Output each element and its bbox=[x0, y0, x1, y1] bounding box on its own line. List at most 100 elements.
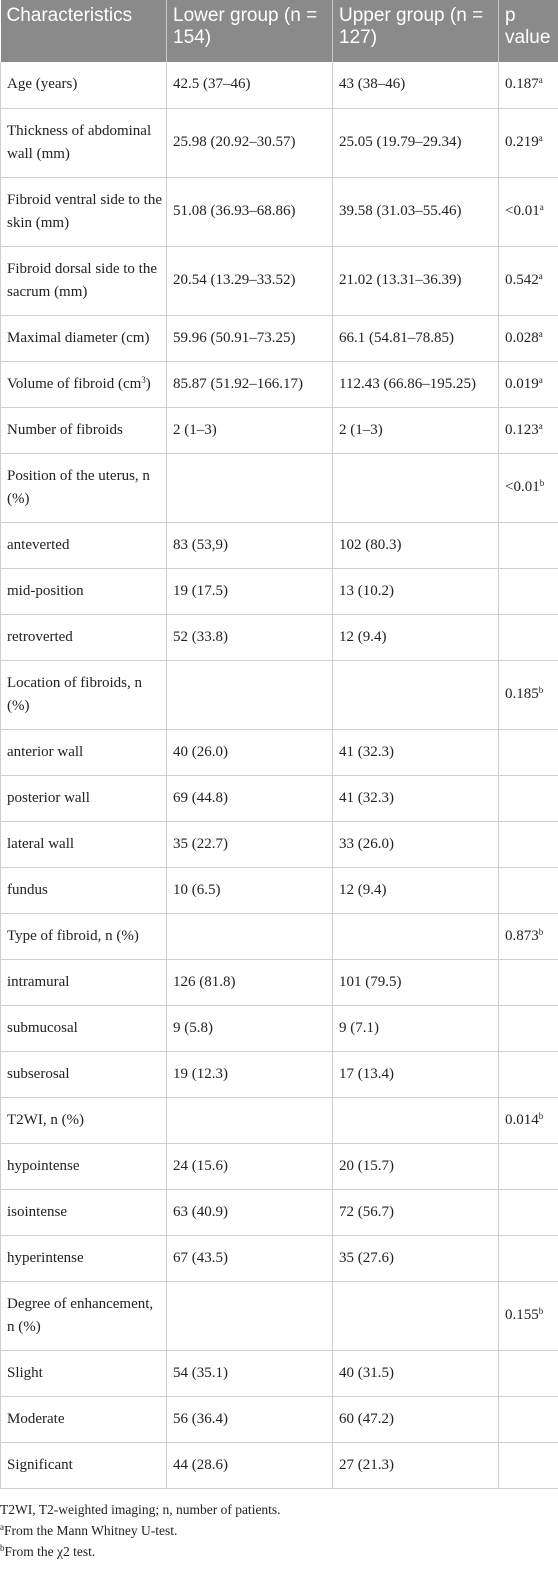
cell-lower-group: 56 (36.4) bbox=[166, 1396, 333, 1443]
table-row: Significant 44 (28.6) 27 (21.3) bbox=[0, 1442, 558, 1489]
cell-characteristic: intramural bbox=[0, 959, 167, 1006]
header-lower-group: Lower group (n = 154) bbox=[166, 0, 333, 62]
characteristic-label: T2WI, n (%) bbox=[7, 1111, 85, 1128]
cell-p-value bbox=[498, 1051, 558, 1098]
cell-characteristic: posterior wall bbox=[0, 775, 167, 822]
cell-characteristic: Degree of enhancement, n (%) bbox=[0, 1281, 167, 1351]
cell-characteristic: Thickness of abdominal wall (mm) bbox=[0, 108, 167, 178]
cell-p-value bbox=[498, 1442, 558, 1489]
table-row: hyperintense 67 (43.5) 35 (27.6) bbox=[0, 1235, 558, 1282]
table-row: Volume of fibroid (cm3) 85.87 (51.92–166.… bbox=[0, 361, 558, 408]
p-value-test-mark: a bbox=[538, 271, 543, 281]
cell-upper-group: 43 (38–46) bbox=[332, 62, 499, 109]
characteristic-label: Volume of fibroid (cm bbox=[7, 375, 142, 392]
header-p-value: p value bbox=[498, 0, 558, 62]
p-value-test-mark: b bbox=[539, 478, 545, 488]
p-value-text: <0.01 bbox=[505, 203, 540, 219]
table-row: anteverted 83 (53,9) 102 (80.3) bbox=[0, 522, 558, 569]
table-row: retroverted 52 (33.8) 12 (9.4) bbox=[0, 614, 558, 661]
cell-p-value: 0.028a bbox=[498, 315, 558, 362]
cell-upper-group: 2 (1–3) bbox=[332, 407, 499, 454]
table-row: posterior wall 69 (44.8) 41 (32.3) bbox=[0, 775, 558, 822]
cell-lower-group: 20.54 (13.29–33.52) bbox=[166, 246, 333, 316]
characteristic-label: Age (years) bbox=[7, 76, 78, 93]
characteristic-label: Significant bbox=[7, 1456, 73, 1473]
cell-upper-group: 33 (26.0) bbox=[332, 821, 499, 868]
characteristic-label: Degree of enhancement, n (%) bbox=[7, 1295, 154, 1335]
cell-characteristic: subserosal bbox=[0, 1051, 167, 1098]
cell-upper-group bbox=[332, 453, 499, 523]
cell-lower-group: 19 (12.3) bbox=[166, 1051, 333, 1098]
cell-p-value bbox=[498, 1189, 558, 1236]
footnote-a-mark: a bbox=[0, 1521, 4, 1532]
cell-lower-group bbox=[166, 453, 333, 523]
cell-characteristic: Type of fibroid, n (%) bbox=[0, 913, 167, 960]
cell-characteristic: T2WI, n (%) bbox=[0, 1097, 167, 1144]
cell-lower-group: 52 (33.8) bbox=[166, 614, 333, 661]
cell-lower-group: 126 (81.8) bbox=[166, 959, 333, 1006]
cell-p-value: 0.542a bbox=[498, 246, 558, 316]
cell-p-value: <0.01a bbox=[498, 177, 558, 247]
characteristic-label: mid-position bbox=[7, 582, 84, 599]
cell-lower-group: 2 (1–3) bbox=[166, 407, 333, 454]
cell-p-value bbox=[498, 568, 558, 615]
cell-upper-group: 102 (80.3) bbox=[332, 522, 499, 569]
cell-lower-group bbox=[166, 1281, 333, 1351]
table-row: mid-position 19 (17.5) 13 (10.2) bbox=[0, 568, 558, 615]
cell-characteristic: hyperintense bbox=[0, 1235, 167, 1282]
cell-characteristic: Position of the uterus, n (%) bbox=[0, 453, 167, 523]
cell-p-value bbox=[498, 1235, 558, 1282]
cell-upper-group: 101 (79.5) bbox=[332, 959, 499, 1006]
cell-upper-group: 13 (10.2) bbox=[332, 568, 499, 615]
footnote-b-text: From the χ2 test. bbox=[4, 1543, 96, 1559]
cell-upper-group: 25.05 (19.79–29.34) bbox=[332, 108, 499, 178]
cell-characteristic: Fibroid dorsal side to the sacrum (mm) bbox=[0, 246, 167, 316]
footnote-a-text: From the Mann Whitney U-test. bbox=[4, 1522, 178, 1538]
p-value-text: 0.542 bbox=[505, 272, 539, 288]
cell-upper-group: 17 (13.4) bbox=[332, 1051, 499, 1098]
cell-characteristic: anterior wall bbox=[0, 729, 167, 776]
cell-characteristic: lateral wall bbox=[0, 821, 167, 868]
cell-lower-group: 54 (35.1) bbox=[166, 1350, 333, 1397]
header-characteristics: Characteristics bbox=[0, 0, 167, 62]
cell-characteristic: Number of fibroids bbox=[0, 407, 167, 454]
cell-p-value bbox=[498, 729, 558, 776]
p-value-text: 0.185 bbox=[505, 686, 539, 702]
cell-upper-group bbox=[332, 1281, 499, 1351]
cell-characteristic: Age (years) bbox=[0, 62, 167, 109]
cell-lower-group: 69 (44.8) bbox=[166, 775, 333, 822]
p-value-text: <0.01 bbox=[505, 479, 540, 495]
footnote-a: aFrom the Mann Whitney U-test. bbox=[0, 1520, 558, 1541]
cell-p-value: <0.01b bbox=[498, 453, 558, 523]
table-row: Slight 54 (35.1) 40 (31.5) bbox=[0, 1350, 558, 1397]
table-row: subserosal 19 (12.3) 17 (13.4) bbox=[0, 1051, 558, 1098]
cell-p-value: 0.219a bbox=[498, 108, 558, 178]
cell-p-value: 0.019a bbox=[498, 361, 558, 408]
cell-characteristic: submucosal bbox=[0, 1005, 167, 1052]
cell-upper-group: 12 (9.4) bbox=[332, 614, 499, 661]
table-row: Maximal diameter (cm) 59.96 (50.91–73.25)… bbox=[0, 315, 558, 362]
footnote-b-mark: b bbox=[0, 1542, 5, 1553]
characteristic-label: Location of fibroids, n (%) bbox=[7, 674, 142, 714]
cell-lower-group: 42.5 (37–46) bbox=[166, 62, 333, 109]
cell-p-value bbox=[498, 1143, 558, 1190]
footnotes: T2WI, T2-weighted imaging; n, number of … bbox=[0, 1489, 558, 1562]
p-value-test-mark: b bbox=[538, 1110, 544, 1121]
table-row: Type of fibroid, n (%) 0.873b bbox=[0, 913, 558, 960]
cell-lower-group: 25.98 (20.92–30.57) bbox=[166, 108, 333, 178]
p-value-test-mark: a bbox=[538, 75, 543, 86]
cell-lower-group: 83 (53,9) bbox=[166, 522, 333, 569]
table-row: Number of fibroids 2 (1–3) 2 (1–3) 0.123a bbox=[0, 407, 558, 454]
table-row: anterior wall 40 (26.0) 41 (32.3) bbox=[0, 729, 558, 776]
cell-upper-group: 12 (9.4) bbox=[332, 867, 499, 914]
cell-characteristic: Moderate bbox=[0, 1396, 167, 1443]
cell-p-value: 0.187a bbox=[498, 62, 558, 109]
cell-p-value: 0.123a bbox=[498, 407, 558, 454]
cell-lower-group: 67 (43.5) bbox=[166, 1235, 333, 1282]
characteristic-label: intramural bbox=[7, 973, 70, 990]
cell-characteristic: fundus bbox=[0, 867, 167, 914]
table-row: Age (years) 42.5 (37–46) 43 (38–46) 0.187a bbox=[0, 62, 558, 109]
cell-p-value bbox=[498, 1396, 558, 1443]
cell-upper-group: 112.43 (66.86–195.25) bbox=[332, 361, 499, 408]
